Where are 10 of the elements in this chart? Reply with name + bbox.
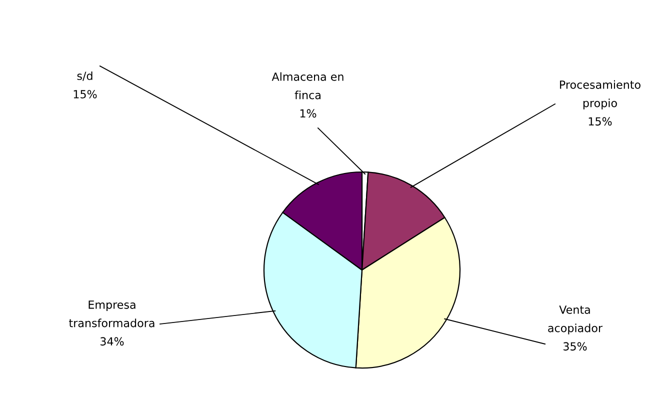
data-label: 34% (100, 337, 124, 346)
slice-label: Venta acopiador (548, 306, 603, 334)
slice-label: Procesamiento propio (560, 80, 640, 110)
slice-label: s/d (77, 71, 92, 81)
slice-label: Empresa transformadora (69, 300, 154, 328)
data-label: 35% (564, 342, 587, 351)
data-label: 1% (300, 109, 316, 118)
data-label: 15% (74, 90, 97, 98)
data-label: 15% (588, 117, 612, 126)
slice-label: Almacena en finca (272, 72, 344, 100)
